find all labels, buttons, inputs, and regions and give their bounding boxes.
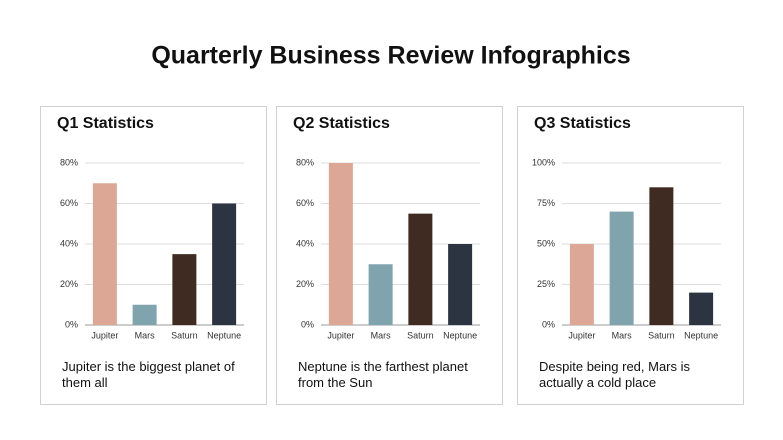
bar xyxy=(689,292,714,325)
chart-title: Q3 Statistics xyxy=(534,115,631,132)
x-tick-label: Neptune xyxy=(443,330,477,340)
x-tick-label: Saturn xyxy=(407,330,434,340)
bar xyxy=(328,163,353,325)
y-tick-label: 25% xyxy=(537,279,555,289)
x-tick-label: Jupiter xyxy=(327,330,354,340)
y-tick-label: 80% xyxy=(296,157,314,167)
page-title: Quarterly Business Review Infographics xyxy=(151,42,630,70)
x-tick-label: Neptune xyxy=(684,330,718,340)
x-tick-label: Jupiter xyxy=(568,330,595,340)
x-tick-label: Neptune xyxy=(207,330,241,340)
y-tick-label: 20% xyxy=(60,279,78,289)
x-tick-label: Mars xyxy=(135,330,155,340)
y-tick-label: 0% xyxy=(65,319,78,329)
x-tick-label: Jupiter xyxy=(91,330,118,340)
y-tick-label: 80% xyxy=(60,157,78,167)
y-tick-label: 0% xyxy=(542,319,555,329)
y-tick-label: 100% xyxy=(532,157,555,167)
bar xyxy=(172,254,197,325)
y-tick-label: 60% xyxy=(60,198,78,208)
chart-title: Q1 Statistics xyxy=(57,115,154,132)
bar xyxy=(132,304,157,325)
y-tick-label: 50% xyxy=(537,238,555,248)
x-tick-label: Mars xyxy=(371,330,391,340)
y-tick-label: 20% xyxy=(296,279,314,289)
caption: Jupiter is the biggest planet of them al… xyxy=(62,359,235,390)
x-tick-label: Saturn xyxy=(171,330,198,340)
y-tick-label: 0% xyxy=(301,319,314,329)
y-tick-label: 75% xyxy=(537,198,555,208)
caption: Neptune is the farthest planet from the … xyxy=(298,359,468,390)
bar xyxy=(408,213,433,325)
y-tick-label: 40% xyxy=(60,238,78,248)
bar xyxy=(649,187,674,325)
y-tick-label: 40% xyxy=(296,238,314,248)
x-tick-label: Mars xyxy=(612,330,632,340)
bar xyxy=(448,244,473,325)
bar xyxy=(368,264,393,325)
bar xyxy=(212,203,237,325)
bar xyxy=(569,244,594,325)
caption: Despite being red, Mars is actually a co… xyxy=(539,359,691,390)
bar xyxy=(609,211,634,325)
x-tick-label: Saturn xyxy=(648,330,675,340)
y-tick-label: 60% xyxy=(296,198,314,208)
bar xyxy=(92,183,117,325)
chart-title: Q2 Statistics xyxy=(293,115,390,132)
